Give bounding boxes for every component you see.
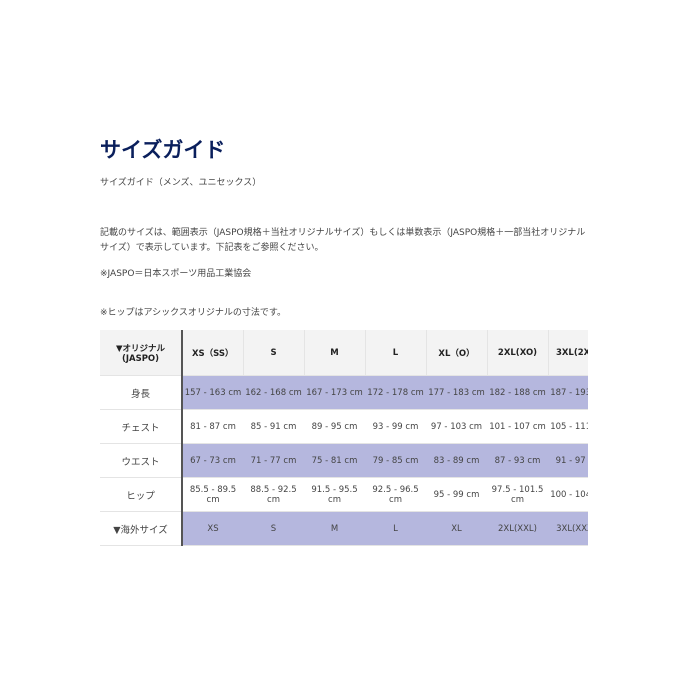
page-title: サイズガイド xyxy=(100,138,226,162)
header-label: ▼オリジナル(JASPO) xyxy=(100,330,183,376)
table-cell: 97 - 103 cm xyxy=(426,409,487,444)
table-cell: 81 - 87 cm xyxy=(182,409,243,444)
table-row: ウエスト 67 - 73 cm 71 - 77 cm 75 - 81 cm 79 - 8… xyxy=(100,443,588,478)
table-row: 身長 157 - 163 cm 162 - 168 cm 167 - 173 cm 17… xyxy=(100,375,588,410)
row-label: チェスト xyxy=(100,409,183,444)
hip-note: ※ヒップはアシックスオリジナルの寸法です。 xyxy=(100,308,287,318)
table-cell: 95 - 99 cm xyxy=(426,477,487,512)
table-cell: 93 - 99 cm xyxy=(365,409,426,444)
table-cell: 3XL(XXXL) xyxy=(548,511,588,546)
subtitle: サイズガイド（メンズ、ユニセックス） xyxy=(100,178,262,188)
table-cell: 105 - 111 cm xyxy=(548,409,588,444)
table-cell: L xyxy=(365,511,426,546)
table-cell: 85 - 91 cm xyxy=(243,409,304,444)
jaspo-note: ※JASPO＝日本スポーツ用品工業協会 xyxy=(100,269,252,279)
table-cell: 67 - 73 cm xyxy=(182,443,243,478)
table-cell: S xyxy=(243,511,304,546)
table-cell: M xyxy=(304,511,365,546)
table-cell: 91 - 97 cm xyxy=(548,443,588,478)
size-header: S xyxy=(243,330,305,376)
size-table-container[interactable]: ▼オリジナル(JASPO) XS（SS） S M L XL（O） 2XL(XO) 3XL(2… xyxy=(100,330,588,546)
table-cell: 97.5 - 101.5 cm xyxy=(487,477,548,512)
row-label: 身長 xyxy=(100,375,183,410)
table-cell: 172 - 178 cm xyxy=(365,375,426,410)
table-cell: 87 - 93 cm xyxy=(487,443,548,478)
table-cell: 182 - 188 cm xyxy=(487,375,548,410)
size-header: M xyxy=(304,330,366,376)
table-header-row: ▼オリジナル(JASPO) XS（SS） S M L XL（O） 2XL(XO) 3XL(2… xyxy=(100,330,588,376)
table-cell: 157 - 163 cm xyxy=(182,375,243,410)
table-cell: 100 - 104 cm xyxy=(548,477,588,512)
table-cell: 89 - 95 cm xyxy=(304,409,365,444)
size-header: 2XL(XO) xyxy=(487,330,549,376)
description: 記載のサイズは、範囲表示（JASPO規格＋当社オリジナルサイズ）もしくは単数表示… xyxy=(100,228,586,253)
table-cell: 187 - 193 cm xyxy=(548,375,588,410)
row-label: ウエスト xyxy=(100,443,183,478)
table-cell: 88.5 - 92.5 cm xyxy=(243,477,304,512)
table-cell: 2XL(XXL) xyxy=(487,511,548,546)
table-cell: 71 - 77 cm xyxy=(243,443,304,478)
table-cell: 177 - 183 cm xyxy=(426,375,487,410)
table-cell: 75 - 81 cm xyxy=(304,443,365,478)
table-cell: 79 - 85 cm xyxy=(365,443,426,478)
table-cell: XS xyxy=(182,511,243,546)
size-header: XS（SS） xyxy=(182,330,244,376)
size-table: ▼オリジナル(JASPO) XS（SS） S M L XL（O） 2XL(XO) 3XL(2… xyxy=(100,330,588,546)
size-header: XL（O） xyxy=(426,330,488,376)
table-cell: 85.5 - 89.5 cm xyxy=(182,477,243,512)
row-label: ヒップ xyxy=(100,477,183,512)
table-cell: 83 - 89 cm xyxy=(426,443,487,478)
table-cell: 91.5 - 95.5 cm xyxy=(304,477,365,512)
size-header: 3XL(2XO) xyxy=(548,330,588,376)
row-label: ▼海外サイズ xyxy=(100,511,183,546)
table-cell: 167 - 173 cm xyxy=(304,375,365,410)
table-cell: XL xyxy=(426,511,487,546)
table-cell: 92.5 - 96.5 cm xyxy=(365,477,426,512)
table-row: チェスト 81 - 87 cm 85 - 91 cm 89 - 95 cm 93 - 9… xyxy=(100,409,588,444)
size-header: L xyxy=(365,330,427,376)
table-row: ヒップ 85.5 - 89.5 cm 88.5 - 92.5 cm 91.5 - 95… xyxy=(100,477,588,512)
table-cell: 162 - 168 cm xyxy=(243,375,304,410)
table-cell: 101 - 107 cm xyxy=(487,409,548,444)
